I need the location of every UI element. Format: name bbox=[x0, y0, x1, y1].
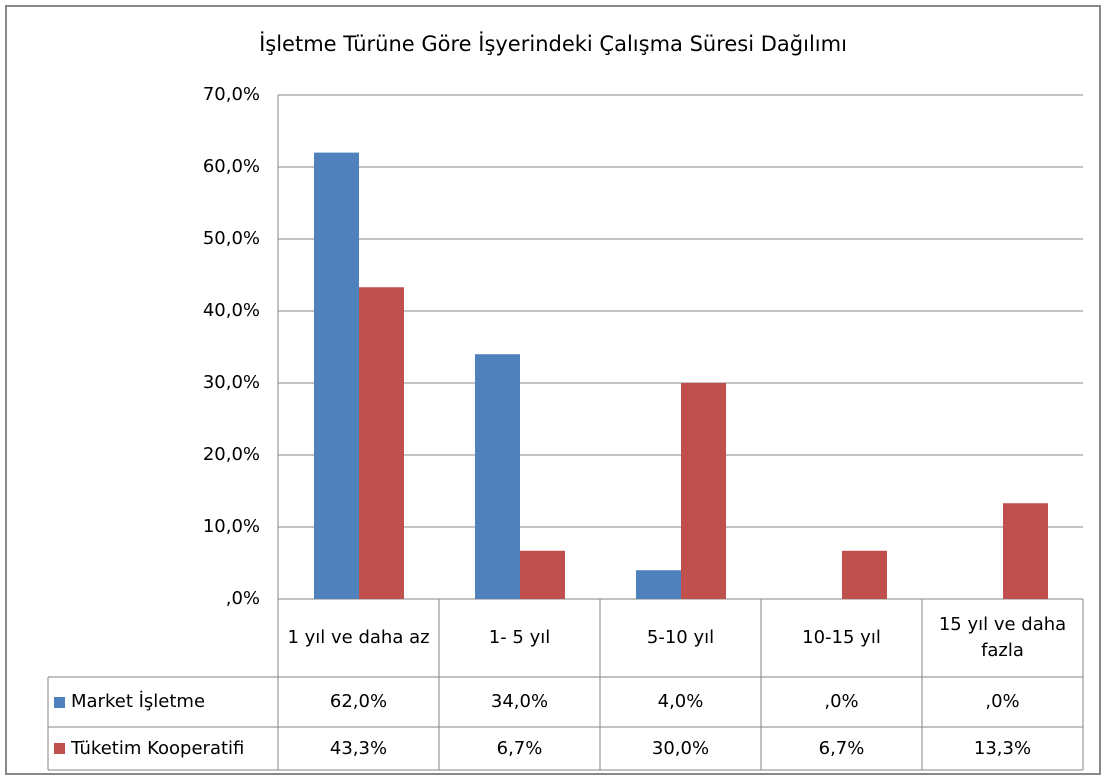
data-label: 43,3% bbox=[278, 727, 439, 770]
bar bbox=[681, 383, 726, 599]
y-tick-label: 40,0% bbox=[203, 300, 260, 321]
y-tick-label: 70,0% bbox=[203, 84, 260, 105]
bar bbox=[636, 570, 681, 599]
x-tick-label-text: 5-10 yıl bbox=[646, 627, 715, 648]
legend-entry: Tüketim Kooperatifi bbox=[48, 727, 278, 770]
bar bbox=[842, 550, 887, 599]
chart-border bbox=[5, 5, 1101, 775]
bar bbox=[475, 354, 520, 599]
x-tick-label-text: 1 yıl ve daha az bbox=[287, 627, 430, 648]
legend-label: Market İşletme bbox=[71, 691, 206, 712]
x-tick-label-text: 15 yıl ve daha fazla bbox=[938, 614, 1067, 661]
bar bbox=[314, 152, 359, 599]
data-label-text: 6,7% bbox=[496, 737, 543, 759]
legend-swatch bbox=[54, 743, 65, 754]
y-tick-label: ,0% bbox=[226, 588, 260, 609]
data-label: 62,0% bbox=[278, 677, 439, 727]
x-tick-label: 1 yıl ve daha az bbox=[278, 599, 439, 677]
y-tick-label: 50,0% bbox=[203, 228, 260, 249]
x-tick-label: 5-10 yıl bbox=[600, 599, 761, 677]
data-label-text: 43,3% bbox=[329, 737, 388, 759]
data-label-text: ,0% bbox=[985, 691, 1020, 712]
data-label: 13,3% bbox=[922, 727, 1083, 770]
x-tick-label-text: 10-15 yıl bbox=[802, 627, 881, 648]
legend-swatch bbox=[54, 696, 65, 708]
legend-entry: Market İşletme bbox=[48, 677, 278, 727]
bar bbox=[359, 287, 404, 599]
data-label-text: ,0% bbox=[824, 691, 859, 712]
data-label: ,0% bbox=[922, 677, 1083, 727]
bar bbox=[1003, 503, 1048, 599]
data-label: 34,0% bbox=[439, 677, 600, 727]
y-tick-label: 30,0% bbox=[203, 372, 260, 393]
y-tick-label: 10,0% bbox=[203, 516, 260, 537]
x-tick-label: 15 yıl ve daha fazla bbox=[922, 599, 1083, 677]
bar bbox=[520, 550, 565, 599]
data-label-text: 30,0% bbox=[651, 737, 710, 759]
y-tick-label: 20,0% bbox=[203, 444, 260, 465]
x-tick-label: 10-15 yıl bbox=[761, 599, 922, 677]
data-label: ,0% bbox=[761, 677, 922, 727]
data-label: 6,7% bbox=[761, 727, 922, 770]
data-label-text: 62,0% bbox=[329, 691, 388, 712]
data-label-text: 6,7% bbox=[818, 737, 865, 759]
data-label: 6,7% bbox=[439, 727, 600, 770]
legend-label: Tüketim Kooperatifi bbox=[71, 737, 245, 759]
data-label: 30,0% bbox=[600, 727, 761, 770]
data-label-text: 13,3% bbox=[973, 737, 1032, 759]
x-tick-label: 1- 5 yıl bbox=[439, 599, 600, 677]
data-label-text: 4,0% bbox=[657, 691, 704, 712]
y-tick-label: 60,0% bbox=[203, 156, 260, 177]
data-label-text: 34,0% bbox=[490, 691, 549, 712]
x-tick-label-text: 1- 5 yıl bbox=[488, 627, 551, 648]
data-label: 4,0% bbox=[600, 677, 761, 727]
chart-title: İşletme Türüne Göre İşyerindeki Çalışma … bbox=[259, 31, 847, 56]
